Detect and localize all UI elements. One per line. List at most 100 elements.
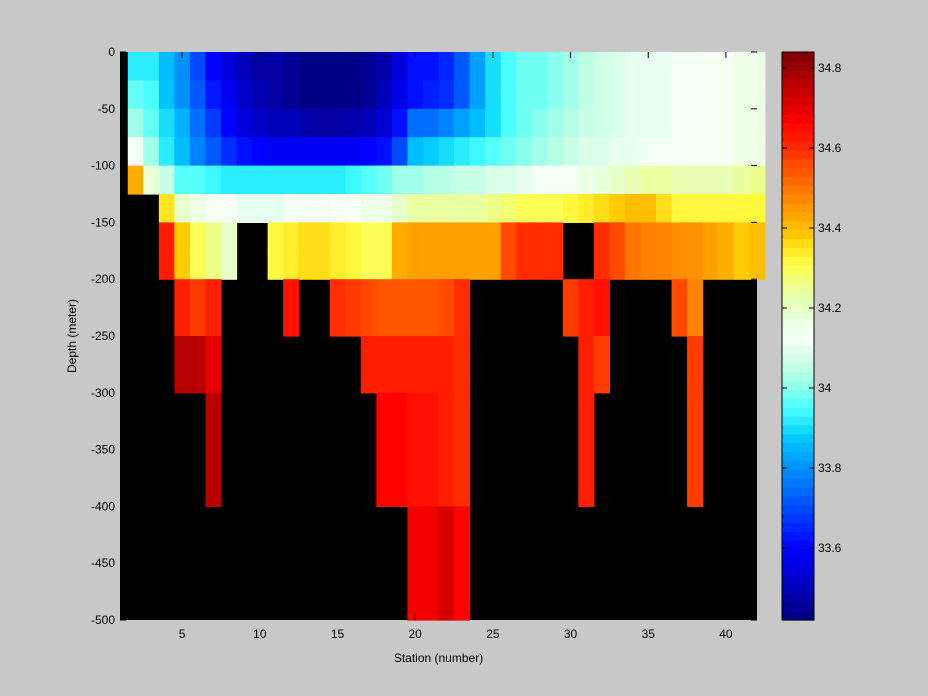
heatmap-cell [593, 52, 611, 81]
heatmap-cell [485, 250, 502, 280]
heatmap-cell [454, 222, 471, 252]
heatmap-cell [438, 279, 455, 337]
heatmap-cell [391, 250, 409, 280]
heatmap-cell [205, 392, 222, 507]
heatmap-cell [376, 279, 393, 337]
x-tick-label: 40 [719, 627, 733, 641]
heatmap-cell [329, 165, 346, 195]
heatmap-cell [407, 336, 424, 394]
colorbar-band [782, 486, 814, 497]
x-tick-label: 15 [331, 627, 345, 641]
colorbar-tick-label: 34.8 [818, 61, 842, 75]
heatmap-cell [671, 165, 688, 195]
heatmap-cell [562, 108, 579, 138]
heatmap-cell [360, 52, 377, 81]
heatmap-cell [422, 336, 440, 394]
heatmap-cell [687, 52, 704, 81]
heatmap-cell [718, 52, 735, 81]
heatmap-cell [391, 52, 409, 81]
heatmap-cell [749, 108, 766, 138]
heatmap-cell [702, 222, 719, 252]
heatmap-cell [376, 250, 393, 280]
heatmap-cell [407, 137, 424, 167]
x-tick-label: 25 [486, 627, 500, 641]
heatmap-cell [687, 80, 704, 110]
heatmap-cell [252, 165, 269, 195]
heatmap-cell [127, 52, 144, 81]
heatmap-cell [189, 137, 207, 167]
heatmap-cell [314, 80, 331, 110]
heatmap-cell [749, 250, 766, 280]
heatmap-cell [578, 165, 595, 195]
heatmap-cell [469, 165, 486, 195]
heatmap-cell [220, 52, 238, 81]
heatmap-cell [547, 194, 564, 223]
heatmap-cell [624, 108, 642, 138]
heatmap-cell [609, 250, 626, 280]
heatmap-cell [329, 80, 346, 110]
y-tick-label: -450 [91, 556, 115, 570]
heatmap-plot-area [120, 52, 766, 621]
heatmap-cell [407, 222, 424, 252]
heatmap-cell [407, 165, 424, 195]
colorbar-band [782, 557, 814, 568]
heatmap-cell [283, 250, 300, 280]
heatmap-cell [127, 80, 144, 110]
heatmap-cell [671, 137, 688, 167]
heatmap-cell [624, 52, 642, 81]
heatmap-cell [687, 392, 704, 507]
heatmap-cell [220, 165, 238, 195]
colorbar-band [782, 362, 814, 373]
heatmap-cell [360, 80, 377, 110]
heatmap-cell [314, 165, 331, 195]
colorbar-band [782, 291, 814, 302]
heatmap-cell [547, 165, 564, 195]
heatmap-cell [593, 279, 611, 337]
heatmap-cell [267, 165, 284, 195]
heatmap-cell [391, 336, 409, 394]
heatmap-cell [252, 194, 269, 223]
heatmap-cell [469, 137, 486, 167]
heatmap-cell [454, 250, 471, 280]
heatmap-cell [407, 52, 424, 81]
heatmap-cell [749, 222, 766, 252]
colorbar-band [782, 602, 814, 612]
heatmap-cell [640, 222, 657, 252]
colorbar-band [782, 611, 814, 621]
colorbar-band [782, 593, 814, 603]
heatmap-cell [500, 80, 517, 110]
heatmap-cell [283, 137, 300, 167]
heatmap-cell [454, 194, 471, 223]
heatmap-cell [283, 52, 300, 81]
heatmap-cell [733, 165, 750, 195]
x-tick-label: 20 [409, 627, 423, 641]
heatmap-cell [298, 80, 315, 110]
y-tick-label: -300 [91, 386, 115, 400]
heatmap-cell [469, 194, 486, 223]
colorbar-band [782, 149, 814, 160]
heatmap-cell [220, 194, 238, 223]
heatmap-cell [702, 52, 719, 81]
heatmap-cell [656, 194, 673, 223]
heatmap-cell [329, 194, 346, 223]
heatmap-cell [298, 194, 315, 223]
colorbar-band [782, 131, 814, 142]
heatmap-cell [345, 137, 362, 167]
y-tick-label: -200 [91, 272, 115, 286]
colorbar-band [782, 60, 814, 71]
colorbar-band [782, 495, 814, 506]
heatmap-cell [749, 194, 766, 223]
heatmap-cell [376, 137, 393, 167]
heatmap-cell [485, 222, 502, 252]
heatmap-cell [391, 279, 409, 337]
heatmap-cell [407, 80, 424, 110]
heatmap-cell [391, 194, 409, 223]
heatmap-cell [671, 222, 688, 252]
colorbar-band [782, 575, 814, 586]
heatmap-cell [438, 506, 455, 621]
heatmap-cell [562, 279, 579, 337]
heatmap-cell [267, 250, 284, 280]
heatmap-cell [205, 52, 222, 81]
heatmap-cell [500, 222, 517, 252]
heatmap-cell [422, 194, 440, 223]
